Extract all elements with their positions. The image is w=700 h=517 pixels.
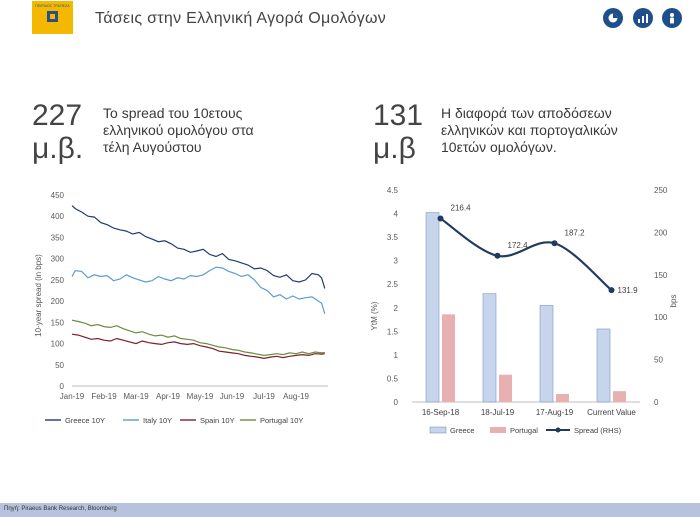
left-subtitle-line: Το spread του 10ετους: [103, 105, 243, 121]
series-line: [71, 333, 325, 360]
x-tick-label: Apr-19: [156, 392, 181, 401]
left-y-tick-label: 4: [394, 210, 399, 219]
y-tick-label: 100: [51, 340, 65, 349]
right-subtitle-line: ελληνικών και πορτογαλικών: [441, 122, 618, 138]
y-axis-label: 10-year spread (in bps): [34, 254, 43, 337]
legend-swatch: [490, 427, 506, 433]
left-y-tick-label: 1.5: [387, 327, 399, 336]
person-icon[interactable]: [662, 8, 682, 28]
spread-line-chart: 0 50 100 150 200 250 300 350 400 450 Jan-19 Feb-19 M…: [34, 191, 328, 425]
greece-bar: [425, 212, 440, 403]
y-tick-label: 0: [60, 382, 65, 391]
y-tick-label: 400: [51, 212, 65, 221]
portugal-bar: [499, 374, 512, 402]
left-subtitle-line: ελληνικού ομολόγου στα: [103, 122, 254, 138]
yield-bar-chart: 0 0.5 1 1.5 2 2.5 3 3.5 4 4.5 0 50 100 150 200 250 16-Se…: [370, 186, 678, 435]
x-tick-label: Aug-19: [283, 392, 309, 401]
right-y-tick-label: 150: [654, 271, 668, 280]
page-title: Τάσεις στην Ελληνική Αγορά Ομολόγων: [95, 10, 387, 27]
x-tick-label: May-19: [187, 392, 214, 401]
x-tick-label: 18-Jul-19: [481, 408, 515, 417]
spread-point: [551, 240, 558, 247]
left-y-tick-label: 0: [394, 398, 399, 407]
series-line: [71, 205, 326, 289]
piraeus-bank-logo: ΠΕΙΡΑΙΩΣ ΤΡΑΠΕΖΑ: [32, 1, 73, 34]
y-tick-label: 450: [51, 191, 65, 200]
x-tick-label: Mar-19: [123, 392, 149, 401]
legend-label: Spain 10Y: [200, 416, 235, 425]
spread-point: [494, 252, 501, 259]
footer-bar: [0, 503, 700, 517]
legend-label: Spread (RHS): [574, 426, 622, 435]
greece-bar: [539, 305, 554, 403]
spread-line: [439, 217, 613, 291]
left-y-tick-label: 0.5: [387, 374, 399, 383]
right-y-axis-label: bps: [669, 295, 678, 308]
portugal-bar: [613, 391, 626, 402]
x-tick-label: Jul-19: [253, 392, 275, 401]
right-y-tick-label: 250: [654, 186, 668, 195]
y-tick-label: 300: [51, 255, 65, 264]
x-tick-label: Jun-19: [220, 392, 245, 401]
legend-label: Greece: [450, 426, 475, 435]
legend-marker: [555, 427, 561, 433]
left-y-tick-label: 4.5: [387, 186, 399, 195]
spread-data-label: 131.9: [618, 286, 639, 295]
logo-mark-icon: [47, 11, 58, 22]
left-y-tick-label: 2.5: [387, 280, 399, 289]
legend-label: Greece 10Y: [65, 416, 105, 425]
portugal-bar: [556, 393, 569, 402]
bar-chart-icon[interactable]: [633, 8, 653, 28]
left-subtitle-line: τέλη Αυγούστου: [103, 139, 202, 155]
x-tick-label: Feb-19: [91, 392, 117, 401]
legend-label: Italy 10Y: [143, 416, 172, 425]
y-tick-label: 150: [51, 318, 65, 327]
right-subtitle: Η διαφορά των αποδόσεων ελληνικών και πο…: [441, 105, 618, 156]
spread-point: [437, 215, 444, 222]
left-y-tick-label: 2: [394, 304, 399, 313]
left-y-tick-label: 3.5: [387, 233, 399, 242]
source-note: Πηγή: Piraeus Bank Research, Bloomberg: [4, 506, 117, 512]
right-big-number: 131: [373, 99, 424, 132]
right-y-tick-label: 0: [654, 398, 659, 407]
left-y-tick-label: 3: [394, 257, 399, 266]
right-y-tick-label: 200: [654, 228, 668, 237]
left-y-tick-label: 1: [394, 351, 399, 360]
right-subtitle-line: 10ετών ομολόγων.: [441, 139, 557, 155]
legend-swatch: [429, 426, 447, 434]
y-tick-label: 350: [51, 233, 65, 242]
greece-bar: [596, 328, 611, 403]
left-big-number: 227: [32, 99, 83, 132]
x-tick-label: 16-Sep-18: [422, 408, 460, 417]
right-big-unit: μ.β: [373, 132, 416, 165]
y-tick-label: 50: [55, 361, 64, 370]
right-y-tick-label: 100: [654, 313, 668, 322]
series-line: [71, 319, 325, 357]
spread-data-label: 187.2: [565, 228, 586, 237]
left-y-axis-label: YtM (%): [370, 301, 379, 330]
spread-data-label: 216.4: [451, 203, 472, 212]
logo-text: ΠΕΙΡΑΙΩΣ ΤΡΑΠΕΖΑ: [35, 4, 70, 8]
legend-label: Portugal: [510, 426, 538, 435]
x-tick-label: Current Value: [587, 408, 636, 417]
greece-bar: [482, 293, 497, 403]
right-subtitle-line: Η διαφορά των αποδόσεων: [441, 105, 612, 121]
spread-point: [608, 287, 615, 294]
portugal-bar: [442, 314, 455, 402]
y-tick-label: 200: [51, 297, 65, 306]
right-y-tick-label: 50: [654, 356, 663, 365]
left-big-unit: μ.β.: [32, 132, 84, 165]
series-line: [71, 266, 326, 314]
spread-data-label: 172.4: [508, 241, 529, 250]
x-tick-label: Jan-19: [60, 392, 85, 401]
pie-chart-icon[interactable]: [603, 8, 623, 28]
y-tick-label: 250: [51, 276, 65, 285]
left-subtitle: Το spread του 10ετους ελληνικού ομολόγου…: [103, 105, 254, 156]
x-tick-label: 17-Aug-19: [536, 408, 574, 417]
legend-label: Portugal 10Y: [260, 416, 303, 425]
